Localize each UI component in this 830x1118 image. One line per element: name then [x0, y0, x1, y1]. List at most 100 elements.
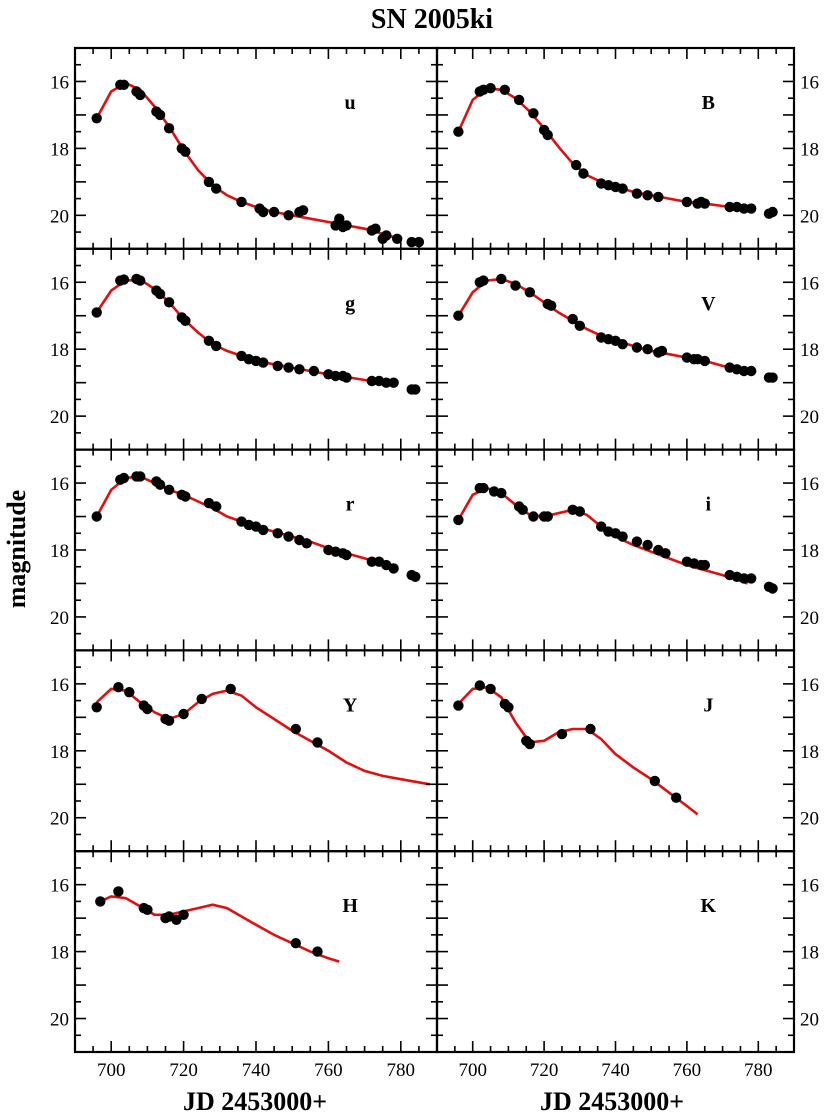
- band-label-r: r: [346, 494, 355, 516]
- data-point-g-6: [154, 288, 166, 300]
- data-point-V-0: [453, 310, 464, 321]
- x-axis-label-left: JD 2453000+: [183, 1087, 327, 1116]
- y-tick-label: 20: [800, 206, 819, 227]
- data-point-Y-11: [312, 737, 323, 748]
- data-point-B-14: [617, 183, 628, 194]
- data-point-J-4: [503, 702, 514, 713]
- panel-frame-i: [435, 448, 796, 652]
- data-point-u-12: [236, 196, 247, 208]
- data-point-g-2: [118, 274, 130, 285]
- data-point-r-23: [341, 549, 352, 561]
- data-point-r-11: [211, 501, 222, 512]
- data-point-V-13: [617, 339, 628, 350]
- data-point-u-24: [370, 223, 381, 234]
- panel-frame-K: [435, 850, 796, 1054]
- data-point-g-18: [294, 364, 305, 375]
- band-label-K: K: [701, 895, 717, 917]
- x-tick-label: 740: [242, 1060, 271, 1081]
- band-label-J: J: [703, 694, 713, 716]
- y-tick-label: 16: [50, 273, 69, 294]
- data-point-g-26: [381, 377, 392, 388]
- y-tick-label: 16: [800, 474, 819, 495]
- panel-frame-Y: [73, 649, 439, 853]
- x-tick-label: 700: [458, 1060, 487, 1081]
- y-tick-label: 18: [800, 541, 819, 562]
- data-point-V-3: [496, 273, 507, 285]
- data-point-i-11: [574, 506, 585, 517]
- x-tick-label: 720: [169, 1060, 198, 1081]
- data-point-r-2: [118, 472, 130, 484]
- data-point-g-23: [341, 372, 352, 383]
- data-point-B-17: [653, 191, 664, 203]
- x-tick-label: 740: [601, 1060, 630, 1081]
- data-point-i-23: [699, 559, 710, 571]
- y-tick-label: 18: [50, 139, 69, 160]
- data-point-g-27: [388, 377, 399, 388]
- panel-frame-r: [73, 448, 439, 652]
- data-point-V-25: [746, 365, 757, 377]
- data-point-u-18: [297, 205, 309, 216]
- data-point-i-16: [631, 536, 643, 547]
- data-point-B-3: [485, 83, 496, 94]
- x-tick-label: 780: [744, 1060, 773, 1081]
- data-point-B-18: [681, 196, 693, 208]
- data-point-J-1: [474, 680, 485, 691]
- x-tick-label: 720: [530, 1060, 559, 1081]
- data-point-i-2: [478, 482, 489, 494]
- data-point-H-0: [95, 896, 106, 907]
- data-point-V-7: [546, 300, 557, 311]
- data-point-V-17: [656, 345, 668, 357]
- data-point-Y-9: [225, 683, 236, 695]
- y-tick-label: 16: [800, 675, 819, 696]
- data-point-i-17: [642, 539, 653, 551]
- data-point-B-9: [571, 159, 582, 171]
- data-point-B-21: [699, 198, 710, 209]
- data-point-B-5: [513, 94, 525, 106]
- y-tick-label: 20: [50, 1010, 69, 1031]
- data-point-g-21: [330, 370, 341, 382]
- data-point-H-8: [290, 938, 301, 949]
- data-point-u-11: [211, 183, 222, 194]
- panel-frame-g: [73, 247, 439, 451]
- data-point-V-9: [574, 320, 585, 331]
- data-point-g-15: [258, 357, 269, 368]
- x-axis-label-right: JD 2453000+: [540, 1087, 684, 1116]
- data-point-i-4: [496, 487, 507, 499]
- y-tick-label: 16: [50, 876, 69, 897]
- data-point-H-7: [178, 909, 189, 920]
- data-point-g-11: [211, 340, 222, 352]
- data-point-J-9: [649, 775, 660, 787]
- data-point-Y-1: [113, 682, 124, 693]
- data-point-g-24: [366, 375, 377, 387]
- data-point-u-20: [334, 213, 345, 224]
- y-tick-label: 20: [800, 809, 819, 830]
- panel-frame-J: [435, 649, 796, 853]
- y-tick-label: 20: [50, 809, 69, 830]
- band-label-H: H: [342, 895, 358, 917]
- data-point-r-4: [135, 471, 146, 482]
- y-tick-label: 20: [50, 608, 69, 629]
- data-point-B-8: [542, 129, 553, 141]
- data-point-i-26: [738, 573, 750, 584]
- data-point-u-14: [258, 206, 269, 218]
- data-point-u-0: [91, 113, 102, 124]
- panel-J: 16 18 20 J: [435, 649, 819, 853]
- data-point-g-16: [272, 360, 283, 372]
- data-point-B-16: [642, 190, 653, 201]
- x-tick-label: 760: [673, 1060, 702, 1081]
- panel-frame-H: [73, 850, 439, 1054]
- y-tick-label: 20: [800, 407, 819, 428]
- data-point-J-8: [585, 723, 596, 735]
- data-point-Y-6: [163, 715, 175, 726]
- data-point-r-19: [301, 538, 312, 549]
- y-tick-label: 20: [800, 608, 819, 629]
- band-label-Y: Y: [343, 694, 358, 716]
- y-tick-label: 18: [800, 742, 819, 763]
- y-tick-label: 20: [50, 407, 69, 428]
- data-point-r-27: [388, 563, 399, 574]
- panel-i: 16 18 20 i: [435, 448, 819, 652]
- data-point-g-19: [308, 365, 320, 377]
- data-point-g-9: [180, 315, 191, 326]
- data-point-u-6: [154, 109, 166, 121]
- data-point-r-15: [258, 524, 269, 536]
